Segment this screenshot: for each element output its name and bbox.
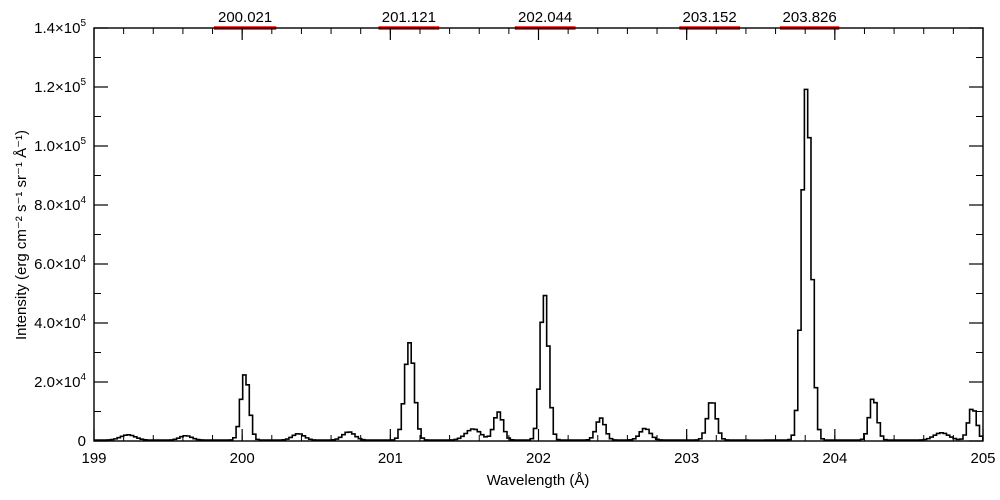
x-tick-label: 204 bbox=[822, 450, 847, 467]
y-axis-title: Intensity (erg cm⁻² s⁻¹ sr⁻¹ Å⁻¹) bbox=[13, 130, 30, 340]
band-label: 203.152 bbox=[683, 9, 737, 26]
y-tick-label: 0 bbox=[78, 433, 86, 450]
x-axis-title: Wavelength (Å) bbox=[487, 472, 590, 489]
y-tick-label: 4.0×104 bbox=[34, 313, 86, 332]
band-label: 201.121 bbox=[382, 9, 436, 26]
band-label: 200.021 bbox=[218, 9, 272, 26]
spectrum-series-line bbox=[94, 88, 984, 441]
plot-frame bbox=[93, 27, 984, 442]
y-tick-label: 1.2×105 bbox=[34, 77, 86, 96]
x-tick-label: 203 bbox=[674, 450, 699, 467]
band-label: 203.826 bbox=[783, 9, 837, 26]
y-tick-label: 1.4×105 bbox=[34, 18, 86, 37]
x-tick-label: 201 bbox=[378, 450, 403, 467]
y-tick-label: 2.0×104 bbox=[34, 372, 86, 391]
y-tick-label: 8.0×104 bbox=[34, 195, 86, 214]
x-tick-label: 200 bbox=[230, 450, 255, 467]
y-tick-label: 1.0×105 bbox=[34, 136, 86, 155]
x-tick-label: 199 bbox=[81, 450, 106, 467]
y-tick-label: 6.0×104 bbox=[34, 254, 86, 273]
tick-labels: 199 200 201 202 203 204 205 0 2.0×104 4.0×104 6.0×… bbox=[34, 9, 995, 467]
x-tick-label: 205 bbox=[970, 450, 995, 467]
x-tick-label: 202 bbox=[526, 450, 551, 467]
band-label: 202.044 bbox=[518, 9, 572, 26]
axis-ticks bbox=[93, 27, 984, 442]
